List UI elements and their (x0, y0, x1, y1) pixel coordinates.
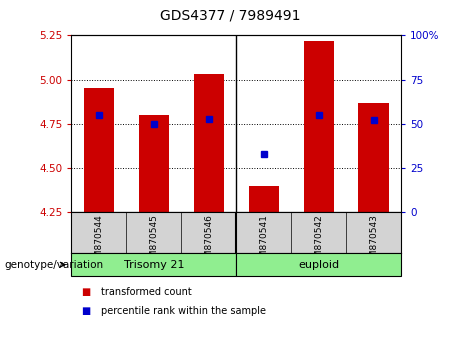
Bar (139, 115, 169, 212)
Text: ■: ■ (81, 306, 90, 316)
FancyBboxPatch shape (71, 253, 236, 276)
Text: Trisomy 21: Trisomy 21 (124, 259, 184, 270)
Text: GSM870546: GSM870546 (204, 215, 213, 269)
Text: GSM870545: GSM870545 (149, 215, 159, 269)
Text: genotype/variation: genotype/variation (5, 259, 104, 270)
Text: GSM870544: GSM870544 (95, 215, 103, 269)
Text: GSM870543: GSM870543 (369, 215, 378, 269)
Bar (359, 103, 389, 212)
Bar (194, 74, 224, 212)
Text: GSM870541: GSM870541 (259, 215, 268, 269)
Text: ■: ■ (81, 287, 90, 297)
Text: transformed count: transformed count (101, 287, 192, 297)
FancyBboxPatch shape (236, 253, 401, 276)
Bar (248, 186, 279, 212)
Text: GSM870542: GSM870542 (314, 215, 323, 269)
Text: euploid: euploid (298, 259, 339, 270)
Text: percentile rank within the sample: percentile rank within the sample (101, 306, 266, 316)
Text: GDS4377 / 7989491: GDS4377 / 7989491 (160, 9, 301, 23)
Bar (303, 41, 334, 212)
Bar (84, 88, 114, 212)
